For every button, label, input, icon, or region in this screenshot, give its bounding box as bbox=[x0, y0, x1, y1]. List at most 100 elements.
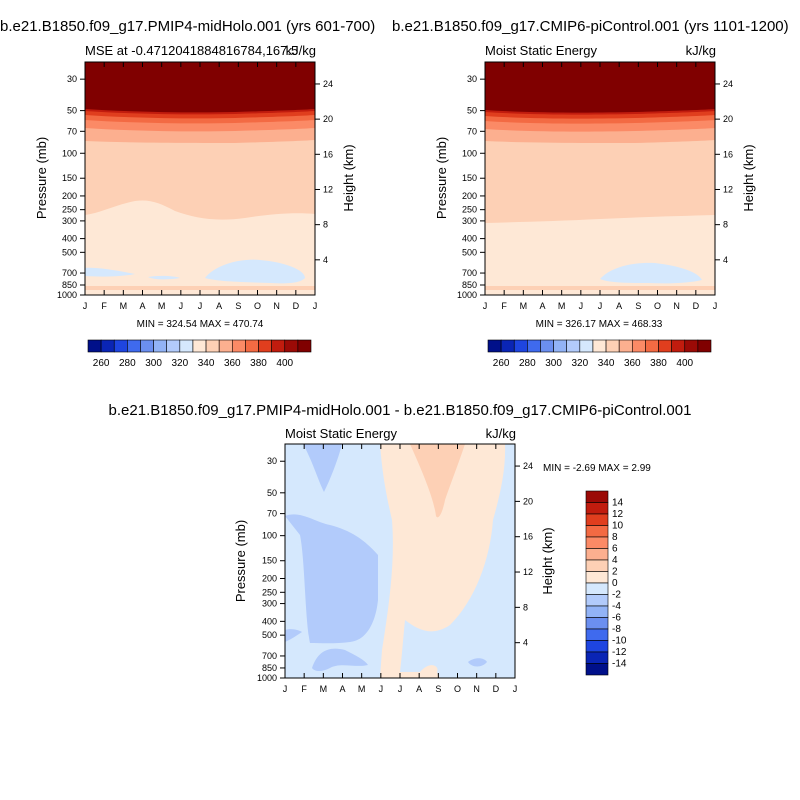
colorbar-label: 280 bbox=[519, 358, 536, 369]
y-right-tick-label: 4 bbox=[723, 255, 728, 265]
panel-2-ylabel: Pressure (mb) bbox=[434, 137, 449, 219]
colorbar-box bbox=[631, 339, 646, 353]
y-tick-label: 850 bbox=[62, 280, 77, 290]
y-tick-label: 150 bbox=[62, 173, 77, 183]
colorbar-box bbox=[192, 339, 207, 353]
contour-level-320-right bbox=[205, 259, 305, 284]
colorbar-box bbox=[205, 339, 220, 353]
panel-3-ylabel: Pressure (mb) bbox=[233, 520, 248, 602]
y-right-tick-label: 16 bbox=[323, 149, 333, 159]
colorbar-label: -10 bbox=[612, 636, 627, 647]
x-tick-label: M bbox=[320, 684, 328, 694]
y-tick-label: 150 bbox=[462, 173, 477, 183]
contour-level-neg4-neg2-main bbox=[285, 514, 378, 644]
colorbar-label: 360 bbox=[224, 358, 241, 369]
colorbar-box bbox=[297, 339, 312, 353]
x-tick-label: O bbox=[254, 301, 261, 311]
y-tick-label: 850 bbox=[462, 280, 477, 290]
colorbar-box bbox=[284, 339, 299, 353]
x-tick-label: F bbox=[301, 684, 307, 694]
colorbar-label: 380 bbox=[250, 358, 267, 369]
panel-2-contour-field bbox=[485, 62, 715, 295]
y-tick-label: 250 bbox=[462, 205, 477, 215]
x-tick-label: O bbox=[454, 684, 461, 694]
colorbar-label: -14 bbox=[612, 659, 627, 670]
colorbar-box bbox=[87, 339, 102, 353]
panel-picontrol: b.e21.B1850.f09_g17.CMIP6-piControl.001 … bbox=[392, 18, 789, 369]
colorbar-box bbox=[113, 339, 128, 353]
colorbar-box bbox=[585, 582, 609, 595]
colorbar-box bbox=[127, 339, 141, 353]
x-tick-label: M bbox=[520, 301, 528, 311]
colorbar-label: 260 bbox=[493, 358, 510, 369]
colorbar-label: -12 bbox=[612, 647, 627, 658]
colorbar-box bbox=[585, 536, 609, 549]
y-tick-label: 200 bbox=[462, 191, 477, 201]
colorbar-box bbox=[618, 339, 633, 353]
x-tick-label: J bbox=[713, 301, 718, 311]
colorbar-box bbox=[585, 628, 609, 641]
colorbar-box bbox=[231, 339, 246, 353]
y-right-tick-label: 4 bbox=[523, 638, 528, 648]
panel-3-title: b.e21.B1850.f09_g17.PMIP4-midHolo.001 - … bbox=[109, 402, 692, 419]
colorbar-box bbox=[585, 490, 609, 503]
x-tick-label: N bbox=[673, 301, 680, 311]
y-tick-label: 30 bbox=[67, 74, 77, 84]
colorbar-box bbox=[579, 339, 594, 353]
colorbar-box bbox=[658, 339, 672, 353]
colorbar-label: 320 bbox=[571, 358, 588, 369]
x-tick-label: J bbox=[83, 301, 88, 311]
contour-level-neg4-neg2-top bbox=[303, 444, 342, 492]
contour-level-320-mid bbox=[148, 275, 180, 280]
x-tick-label: N bbox=[273, 301, 280, 311]
colorbar-box bbox=[585, 513, 609, 526]
colorbar-box bbox=[645, 339, 659, 353]
y-tick-label: 700 bbox=[462, 268, 477, 278]
colorbar-box bbox=[258, 339, 272, 353]
y-tick-label: 500 bbox=[62, 247, 77, 257]
y-right-tick-label: 24 bbox=[723, 79, 733, 89]
y-tick-label: 100 bbox=[462, 148, 477, 158]
colorbar-label: -2 bbox=[612, 590, 621, 601]
colorbar-label: 400 bbox=[276, 358, 293, 369]
y-tick-label: 850 bbox=[262, 663, 277, 673]
y-tick-label: 200 bbox=[262, 574, 277, 584]
colorbar-label: -4 bbox=[612, 601, 621, 612]
x-tick-label: A bbox=[539, 301, 545, 311]
y-tick-label: 500 bbox=[262, 630, 277, 640]
x-tick-label: J bbox=[283, 684, 288, 694]
y-right-tick-label: 12 bbox=[723, 184, 733, 194]
colorbar-box bbox=[153, 339, 168, 353]
x-tick-label: N bbox=[473, 684, 480, 694]
x-tick-label: J bbox=[513, 684, 518, 694]
x-tick-label: J bbox=[179, 301, 184, 311]
colorbar-box bbox=[585, 640, 609, 653]
x-tick-label: A bbox=[616, 301, 622, 311]
x-tick-label: D bbox=[293, 301, 300, 311]
x-tick-label: M bbox=[120, 301, 128, 311]
y-tick-label: 150 bbox=[262, 556, 277, 566]
colorbar-label: 300 bbox=[145, 358, 162, 369]
panel-2-title: b.e21.B1850.f09_g17.CMIP6-piControl.001 … bbox=[392, 18, 789, 35]
y-right-tick-label: 8 bbox=[323, 220, 328, 230]
contour-level-330 bbox=[485, 215, 715, 295]
colorbar-box bbox=[697, 339, 712, 353]
panel-2-subtitle-left: Moist Static Energy bbox=[485, 43, 597, 58]
y-tick-label: 400 bbox=[62, 234, 77, 244]
y-right-tick-label: 12 bbox=[523, 567, 533, 577]
colorbar-box bbox=[585, 617, 609, 630]
y-tick-label: 300 bbox=[262, 599, 277, 609]
colorbar-box bbox=[592, 339, 607, 353]
contour-level-320-left bbox=[85, 267, 135, 277]
panel-3-stats: MIN = -2.69 MAX = 2.99 bbox=[543, 463, 651, 474]
x-tick-label: A bbox=[139, 301, 145, 311]
colorbar-label: 280 bbox=[119, 358, 136, 369]
y-tick-label: 30 bbox=[467, 74, 477, 84]
x-tick-label: F bbox=[101, 301, 107, 311]
x-tick-label: J bbox=[313, 301, 318, 311]
y-tick-label: 300 bbox=[462, 216, 477, 226]
colorbar-label: 12 bbox=[612, 509, 624, 520]
colorbar-label: 260 bbox=[93, 358, 110, 369]
colorbar-box bbox=[585, 663, 609, 676]
panel-3-contour-field bbox=[285, 444, 515, 678]
